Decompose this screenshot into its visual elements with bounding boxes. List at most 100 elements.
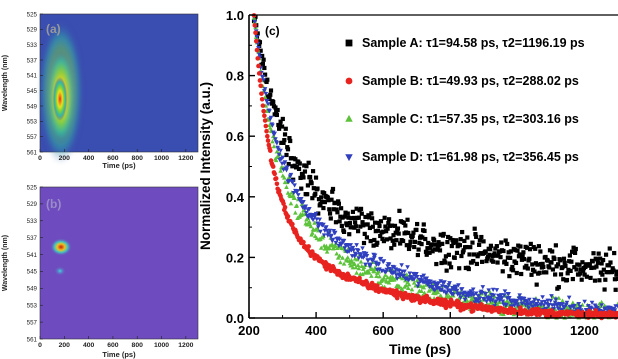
data-point: [310, 169, 316, 174]
data-point: [437, 243, 442, 248]
data-point: [430, 284, 435, 290]
data-point: [268, 92, 273, 97]
y-tick-label: 549: [27, 286, 38, 293]
data-point: [601, 267, 606, 272]
data-point: [582, 299, 587, 304]
data-point: [491, 293, 497, 298]
legend-label: Sample C: τ1=57.35 ps, τ2=303.16 ps: [362, 112, 579, 126]
data-point: [383, 272, 388, 277]
data-point: [257, 43, 262, 48]
data-point: [498, 255, 503, 260]
y-tick-label: 561: [27, 149, 38, 156]
data-point: [597, 303, 603, 309]
data-point: [386, 280, 392, 285]
series-sample-a: [251, 14, 618, 292]
x-tick-label: 1200: [178, 342, 193, 349]
data-point: [540, 295, 545, 300]
data-point: [510, 268, 516, 273]
data-point: [414, 278, 420, 283]
data-point: [492, 251, 497, 256]
data-point: [298, 196, 304, 202]
data-point: [599, 299, 604, 304]
data-point: [401, 238, 406, 244]
data-point: [543, 254, 548, 260]
data-point: [519, 257, 525, 262]
data-point: [517, 293, 523, 298]
data-point: [602, 303, 607, 308]
heatmap-a-hotspot: [39, 20, 83, 164]
data-point: [446, 234, 451, 240]
data-point: [287, 136, 292, 141]
data-point: [524, 300, 530, 305]
data-point: [564, 300, 570, 305]
data-point: [432, 288, 438, 293]
data-point: [553, 243, 558, 248]
data-point: [378, 256, 384, 262]
data-point: [276, 152, 282, 157]
data-point: [274, 181, 280, 187]
data-point: [612, 277, 618, 282]
data-point: [261, 78, 266, 83]
data-point: [263, 72, 268, 77]
data-point: [432, 247, 437, 252]
y-tick-label: 561: [27, 336, 38, 343]
y-tick-label: 553: [27, 303, 38, 310]
panel-a-label: (a): [46, 22, 61, 36]
data-point: [329, 233, 334, 238]
data-point: [421, 222, 426, 227]
data-point: [439, 288, 444, 293]
data-point: [283, 126, 288, 131]
data-point: [449, 243, 454, 249]
data-point: [386, 217, 392, 222]
data-point: [324, 249, 330, 254]
data-point: [425, 246, 430, 251]
data-point: [603, 277, 608, 282]
data-point: [424, 276, 430, 281]
x-tick-label: 600: [372, 323, 394, 338]
data-point: [550, 267, 556, 272]
data-point: [457, 292, 463, 297]
data-point: [331, 207, 336, 212]
data-point: [319, 195, 324, 200]
data-point: [256, 71, 262, 76]
data-point: [289, 156, 294, 161]
data-point: [337, 219, 342, 224]
data-point: [615, 269, 618, 274]
heatmap-panel-b: (b) 525 529 533 537 541 545 549 553 557 561 0 200 4…: [2, 184, 199, 359]
data-point: [491, 259, 496, 264]
data-point: [342, 246, 348, 251]
data-point: [589, 300, 595, 305]
data-point: [545, 258, 550, 263]
data-point: [602, 287, 607, 292]
data-point: [353, 265, 359, 270]
data-point: [560, 302, 565, 307]
data-point: [612, 308, 618, 313]
data-point: [414, 272, 419, 277]
data-point: [465, 235, 470, 240]
data-point: [335, 210, 340, 215]
data-point: [445, 285, 450, 291]
data-point: [306, 160, 311, 165]
data-point: [409, 287, 415, 292]
data-point: [572, 265, 577, 270]
data-point: [416, 281, 421, 286]
data-point: [336, 201, 342, 206]
data-point: [253, 30, 258, 36]
data-point: [390, 238, 395, 243]
heatmap-b-xlabel: Time (ps): [102, 350, 136, 359]
y-tick-label: 0.6: [226, 129, 244, 144]
data-point: [376, 269, 382, 274]
data-point: [495, 260, 500, 265]
data-point: [389, 223, 395, 228]
data-point: [292, 195, 297, 200]
data-point: [267, 109, 272, 114]
data-point: [419, 288, 424, 293]
data-point: [544, 301, 550, 306]
data-point: [276, 188, 282, 194]
data-point: [405, 285, 411, 291]
data-point: [488, 295, 494, 301]
data-point: [470, 287, 476, 292]
data-point: [275, 107, 280, 113]
data-point: [567, 259, 572, 264]
data-point: [383, 224, 388, 229]
